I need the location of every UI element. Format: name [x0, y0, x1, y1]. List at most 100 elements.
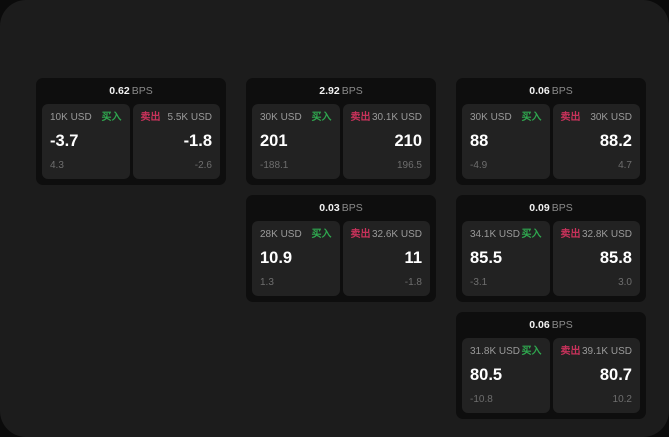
sell-quantity: 32.8K USD: [581, 229, 632, 240]
buy-quantity: 30K USD: [470, 112, 512, 123]
bps-value: 0.06: [529, 85, 550, 97]
bps-value: 2.92: [319, 85, 340, 97]
column-3: 0.06 BPS 30K USD 买入 88 -4.9 卖出 30K USD 88.2 4.7 0.…: [456, 78, 646, 419]
sell-side-header: 卖出 30K USD: [561, 112, 633, 124]
bps-unit-label: BPS: [551, 319, 573, 331]
buy-side-header: 10K USD 买入: [50, 112, 122, 124]
buy-quantity: 28K USD: [260, 229, 302, 240]
sell-side[interactable]: 卖出 30K USD 88.2 4.7: [552, 104, 640, 179]
sell-delta: 4.7: [618, 160, 632, 171]
bps-unit-label: BPS: [341, 85, 363, 97]
buy-tag: 买入: [521, 112, 542, 123]
sell-quantity: 39.1K USD: [581, 346, 632, 357]
buy-quantity: 31.8K USD: [470, 346, 521, 357]
sell-delta: -1.8: [404, 277, 422, 288]
sell-price: 210: [394, 132, 422, 150]
card-sides: 10K USD 买入 -3.7 4.3 卖出 5.5K USD -1.8 -2.6: [42, 104, 220, 179]
bps-unit-label: BPS: [131, 85, 153, 97]
bps-header: 0.62 BPS: [42, 85, 220, 104]
sell-price: 88.2: [599, 132, 632, 150]
sell-tag: 卖出: [560, 112, 581, 123]
spread-card-1[interactable]: 0.62 BPS 10K USD 买入 -3.7 4.3 卖出 5.5K USD -1.8 -2.…: [36, 78, 226, 185]
buy-price: 85.5: [470, 249, 503, 267]
card-sides: 28K USD 买入 10.9 1.3 卖出 32.6K USD 11 -1.8: [252, 221, 430, 296]
spread-card-4[interactable]: 0.06 BPS 30K USD 买入 88 -4.9 卖出 30K USD 88.2 4.7: [456, 78, 646, 185]
sell-quantity: 32.6K USD: [371, 229, 422, 240]
buy-tag: 买入: [101, 112, 122, 123]
buy-side-header: 31.8K USD 买入: [470, 346, 542, 358]
buy-tag: 买入: [311, 229, 332, 240]
buy-side[interactable]: 31.8K USD 买入 80.5 -10.8: [462, 338, 550, 413]
buy-side[interactable]: 30K USD 买入 201 -188.1: [252, 104, 340, 179]
sell-side[interactable]: 卖出 32.8K USD 85.8 3.0: [552, 221, 640, 296]
bps-unit-label: BPS: [551, 85, 573, 97]
card-sides: 30K USD 买入 88 -4.9 卖出 30K USD 88.2 4.7: [462, 104, 640, 179]
column-2: 2.92 BPS 30K USD 买入 201 -188.1 卖出 30.1K USD 210 1…: [246, 78, 436, 419]
buy-price: -3.7: [50, 132, 79, 150]
spread-card-2[interactable]: 2.92 BPS 30K USD 买入 201 -188.1 卖出 30.1K USD 210 1…: [246, 78, 436, 185]
bps-header: 2.92 BPS: [252, 85, 430, 104]
buy-delta: -188.1: [260, 160, 289, 171]
buy-tag: 买入: [521, 346, 542, 357]
buy-price: 201: [260, 132, 288, 150]
buy-side-header: 30K USD 买入: [470, 112, 542, 124]
spread-card-5[interactable]: 0.09 BPS 34.1K USD 买入 85.5 -3.1 卖出 32.8K USD 85.…: [456, 195, 646, 302]
card-sides: 30K USD 买入 201 -188.1 卖出 30.1K USD 210 196.5: [252, 104, 430, 179]
sell-side-header: 卖出 39.1K USD: [561, 346, 633, 358]
card-sides: 34.1K USD 买入 85.5 -3.1 卖出 32.8K USD 85.8 3.0: [462, 221, 640, 296]
sell-quantity: 30K USD: [590, 112, 632, 123]
bps-header: 0.03 BPS: [252, 202, 430, 221]
sell-side-header: 卖出 32.8K USD: [561, 229, 633, 241]
bps-value: 0.03: [319, 202, 340, 214]
spread-card-6[interactable]: 0.06 BPS 31.8K USD 买入 80.5 -10.8 卖出 39.1K USD 80…: [456, 312, 646, 419]
buy-side[interactable]: 34.1K USD 买入 85.5 -3.1: [462, 221, 550, 296]
buy-delta: -3.1: [470, 277, 488, 288]
buy-price: 80.5: [470, 366, 503, 384]
sell-side-header: 卖出 30.1K USD: [351, 112, 423, 124]
sell-tag: 卖出: [560, 346, 581, 357]
buy-tag: 买入: [311, 112, 332, 123]
buy-side-header: 28K USD 买入: [260, 229, 332, 241]
bps-header: 0.09 BPS: [462, 202, 640, 221]
buy-tag: 买入: [521, 229, 542, 240]
sell-price: 80.7: [599, 366, 632, 384]
buy-side[interactable]: 30K USD 买入 88 -4.9: [462, 104, 550, 179]
sell-tag: 卖出: [560, 229, 581, 240]
bps-header: 0.06 BPS: [462, 319, 640, 338]
column-1: 0.62 BPS 10K USD 买入 -3.7 4.3 卖出 5.5K USD -1.8 -2.…: [36, 78, 226, 419]
sell-tag: 卖出: [350, 112, 371, 123]
spread-card-grid: 0.62 BPS 10K USD 买入 -3.7 4.3 卖出 5.5K USD -1.8 -2.…: [36, 78, 646, 419]
buy-side[interactable]: 10K USD 买入 -3.7 4.3: [42, 104, 130, 179]
sell-quantity: 5.5K USD: [167, 112, 212, 123]
spread-card-3[interactable]: 0.03 BPS 28K USD 买入 10.9 1.3 卖出 32.6K USD 11 -1.8: [246, 195, 436, 302]
sell-quantity: 30.1K USD: [371, 112, 422, 123]
sell-side[interactable]: 卖出 32.6K USD 11 -1.8: [342, 221, 430, 296]
sell-price: 11: [404, 249, 422, 267]
bps-unit-label: BPS: [341, 202, 363, 214]
bps-unit-label: BPS: [551, 202, 573, 214]
buy-price: 88: [470, 132, 489, 150]
sell-side-header: 卖出 32.6K USD: [351, 229, 423, 241]
buy-side[interactable]: 28K USD 买入 10.9 1.3: [252, 221, 340, 296]
bps-header: 0.06 BPS: [462, 85, 640, 104]
bps-value: 0.09: [529, 202, 550, 214]
sell-delta: 196.5: [396, 160, 422, 171]
sell-side[interactable]: 卖出 30.1K USD 210 196.5: [342, 104, 430, 179]
buy-delta: 4.3: [50, 160, 64, 171]
buy-price: 10.9: [260, 249, 293, 267]
sell-delta: 10.2: [612, 394, 632, 405]
sell-side[interactable]: 卖出 39.1K USD 80.7 10.2: [552, 338, 640, 413]
sell-delta: 3.0: [618, 277, 632, 288]
sell-price: 85.8: [599, 249, 632, 267]
buy-side-header: 34.1K USD 买入: [470, 229, 542, 241]
sell-side[interactable]: 卖出 5.5K USD -1.8 -2.6: [132, 104, 220, 179]
buy-delta: -4.9: [470, 160, 488, 171]
buy-side-header: 30K USD 买入: [260, 112, 332, 124]
buy-delta: -10.8: [470, 394, 493, 405]
buy-quantity: 10K USD: [50, 112, 92, 123]
buy-quantity: 34.1K USD: [470, 229, 521, 240]
bps-value: 0.62: [109, 85, 130, 97]
buy-delta: 1.3: [260, 277, 274, 288]
card-sides: 31.8K USD 买入 80.5 -10.8 卖出 39.1K USD 80.7 10.2: [462, 338, 640, 413]
